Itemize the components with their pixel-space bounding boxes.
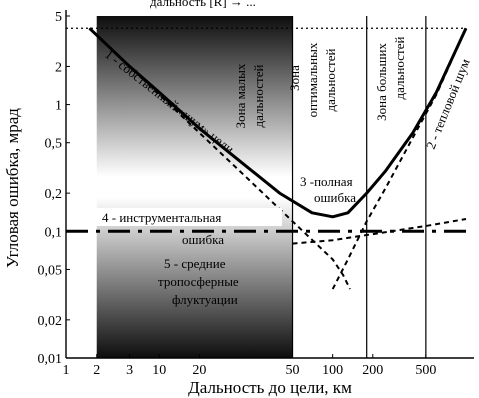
curves bbox=[66, 27, 468, 290]
y-tick-label-1: 2 bbox=[55, 60, 62, 75]
x-tick-label-8: 500 bbox=[415, 363, 436, 378]
y-tick-label-7: 0,02 bbox=[38, 314, 63, 329]
y-tick-label-2: 1 bbox=[55, 99, 62, 114]
y-tick-label-3: 0,5 bbox=[45, 137, 63, 152]
annotation-5-line-1: 5 - средние bbox=[164, 256, 226, 271]
y-tick-label-8: 0,01 bbox=[38, 352, 63, 367]
annotation-4-backdrop bbox=[96, 208, 282, 226]
chart-title-fragment: дальность [R] → ... bbox=[150, 0, 256, 9]
series-line-5 bbox=[292, 218, 467, 245]
zone-label-small-2: дальностей bbox=[251, 65, 266, 128]
tick-labels: 1 2 3 10 20 50 100 200 500 5 2 1 0,5 0,2 0,1 0,05 0,02 0,… bbox=[38, 10, 437, 378]
y-tick-label-6: 0,05 bbox=[38, 263, 63, 278]
annotation-5-line-2: тропосферные bbox=[158, 274, 239, 289]
y-tick-label-0: 5 bbox=[55, 10, 62, 25]
small-range-zone-shading bbox=[96, 16, 293, 358]
zone-label-large-2: дальностей bbox=[392, 37, 407, 100]
zone-label-large-1: Зона больших bbox=[374, 43, 389, 121]
x-tick-label-5: 50 bbox=[286, 363, 300, 378]
annotation-4-line-1: 4 - инструментальная bbox=[102, 210, 221, 225]
zone-label-optimal-2: оптимальных bbox=[305, 42, 320, 117]
zone-label-small-1: Зона малых bbox=[233, 63, 248, 128]
axes bbox=[65, 10, 474, 359]
x-tick-label-3: 10 bbox=[152, 363, 166, 378]
y-axis-title: Угловая ошибка, мрад bbox=[3, 108, 22, 268]
y-tick-label-4: 0,2 bbox=[45, 187, 63, 202]
x-tick-label-4: 20 bbox=[192, 363, 206, 378]
x-tick-label-0: 1 bbox=[63, 363, 70, 378]
zone-boundaries bbox=[291, 16, 427, 358]
x-tick-label-7: 200 bbox=[362, 363, 383, 378]
x-axis-title: Дальность до цели, км bbox=[188, 378, 352, 397]
x-tick-label-6: 100 bbox=[322, 363, 343, 378]
y-tick-label-5: 0,1 bbox=[45, 225, 63, 240]
series-line-3 bbox=[88, 27, 468, 219]
x-tick-label-2: 3 bbox=[126, 363, 133, 378]
x-tick-label-1: 2 bbox=[93, 363, 100, 378]
zone-label-optimal-3: дальностей bbox=[323, 49, 338, 112]
zone-label-optimal-1: Зона bbox=[287, 65, 302, 91]
annotation-5-line-3: флуктуации bbox=[172, 292, 238, 307]
annotation-4-line-2: ошибка bbox=[182, 232, 224, 247]
annotation-3-line-2: ошибка bbox=[314, 190, 356, 205]
annotation-3-line-1: 3 -полная bbox=[300, 174, 353, 189]
